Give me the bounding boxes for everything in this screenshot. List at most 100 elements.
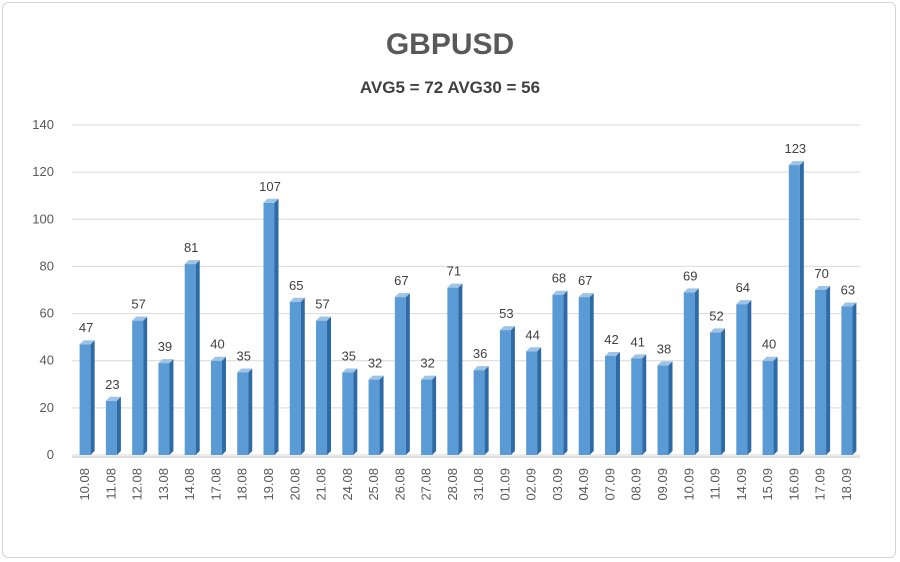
bar-top (841, 302, 857, 307)
x-tick-label: 17.09 (813, 468, 828, 501)
x-tick-label: 08.09 (629, 468, 644, 501)
x-tick-label: 14.09 (734, 468, 749, 501)
bar (79, 344, 91, 455)
x-tick-label: 20.08 (287, 468, 302, 501)
bar (316, 320, 328, 455)
data-label: 53 (499, 306, 513, 321)
data-label: 69 (683, 268, 697, 283)
bar-side (694, 288, 699, 455)
bar-side (615, 352, 620, 455)
bar (473, 370, 485, 455)
y-tick-label: 120 (32, 164, 54, 179)
bar (552, 294, 564, 455)
bar (210, 360, 222, 455)
bar-side (668, 361, 673, 455)
bar-top (710, 328, 726, 333)
bar-side (248, 368, 253, 455)
bar (841, 306, 853, 455)
data-label: 38 (657, 341, 671, 356)
bar-top (237, 368, 253, 373)
data-label: 42 (604, 332, 618, 347)
bar-top (578, 293, 594, 298)
bar (105, 400, 117, 455)
x-tick-label: 11.08 (103, 468, 118, 500)
bar-side (563, 290, 568, 455)
bar-top (132, 316, 148, 321)
data-label: 32 (368, 356, 382, 371)
x-tick-label: 18.08 (235, 468, 250, 501)
x-tick-label: 10.09 (681, 468, 696, 501)
chart-title: GBPUSD (385, 28, 515, 61)
y-tick-label: 80 (40, 258, 54, 273)
x-tick-label: 25.08 (366, 468, 381, 501)
data-label: 44 (525, 327, 539, 342)
bar-top (526, 347, 542, 352)
bar (499, 330, 511, 455)
bar-side (432, 375, 437, 455)
x-tick-label: 18.09 (839, 468, 854, 501)
bar-side (195, 260, 200, 455)
bar-side (379, 375, 384, 455)
data-label: 32 (420, 356, 434, 371)
bar (447, 287, 459, 455)
y-tick-label: 40 (40, 353, 54, 368)
bar (657, 365, 669, 455)
bar (394, 297, 406, 455)
bar-top (79, 340, 95, 345)
data-label: 41 (630, 334, 644, 349)
x-tick-label: 07.09 (602, 468, 617, 501)
bar (237, 372, 249, 455)
data-label: 39 (158, 339, 172, 354)
bar-side (852, 302, 857, 455)
x-tick-label: 16.09 (786, 468, 801, 501)
y-tick-label: 60 (40, 306, 54, 321)
bar-top (447, 283, 463, 288)
x-tick-label: 19.08 (261, 468, 276, 501)
y-tick-label: 0 (47, 447, 54, 462)
bar-side (405, 293, 410, 455)
x-tick-label: 03.09 (550, 468, 565, 501)
data-label: 57 (131, 297, 145, 312)
bar-side (116, 396, 121, 455)
bar-side (274, 198, 279, 456)
data-label: 68 (552, 271, 566, 286)
x-tick-label: 24.08 (340, 468, 355, 501)
bar (184, 264, 196, 455)
x-tick-label: 13.08 (156, 468, 171, 501)
bar (762, 360, 774, 455)
data-label: 107 (259, 179, 281, 194)
data-label: 36 (473, 346, 487, 361)
bar-top (342, 368, 358, 373)
bar (158, 363, 170, 455)
bar-top (289, 297, 305, 302)
bar-side (221, 356, 226, 455)
bar (289, 301, 301, 455)
data-label: 71 (447, 264, 461, 279)
data-label: 40 (210, 337, 224, 352)
bar-side (747, 300, 752, 455)
x-tick-label: 10.08 (77, 468, 92, 501)
data-label: 57 (315, 297, 329, 312)
bar (683, 292, 695, 455)
data-label: 81 (184, 240, 198, 255)
x-tick-label: 17.08 (208, 468, 223, 501)
bar-side (458, 283, 463, 455)
data-label: 67 (578, 273, 592, 288)
bar-top (158, 359, 174, 364)
data-label: 35 (342, 349, 356, 364)
bar-top (316, 316, 332, 321)
bar-top (788, 161, 804, 166)
bar-top (657, 361, 673, 366)
bar-side (510, 326, 515, 455)
bar-top (762, 356, 778, 361)
data-label: 35 (236, 349, 250, 364)
y-tick-label: 140 (32, 117, 54, 132)
y-tick-label: 100 (32, 211, 54, 226)
x-tick-label: 12.08 (130, 468, 145, 501)
x-tick-label: 28.08 (445, 468, 460, 501)
bar (342, 372, 354, 455)
bar-side (721, 328, 726, 455)
bar-top (210, 356, 226, 361)
x-tick-label: 26.08 (392, 468, 407, 501)
